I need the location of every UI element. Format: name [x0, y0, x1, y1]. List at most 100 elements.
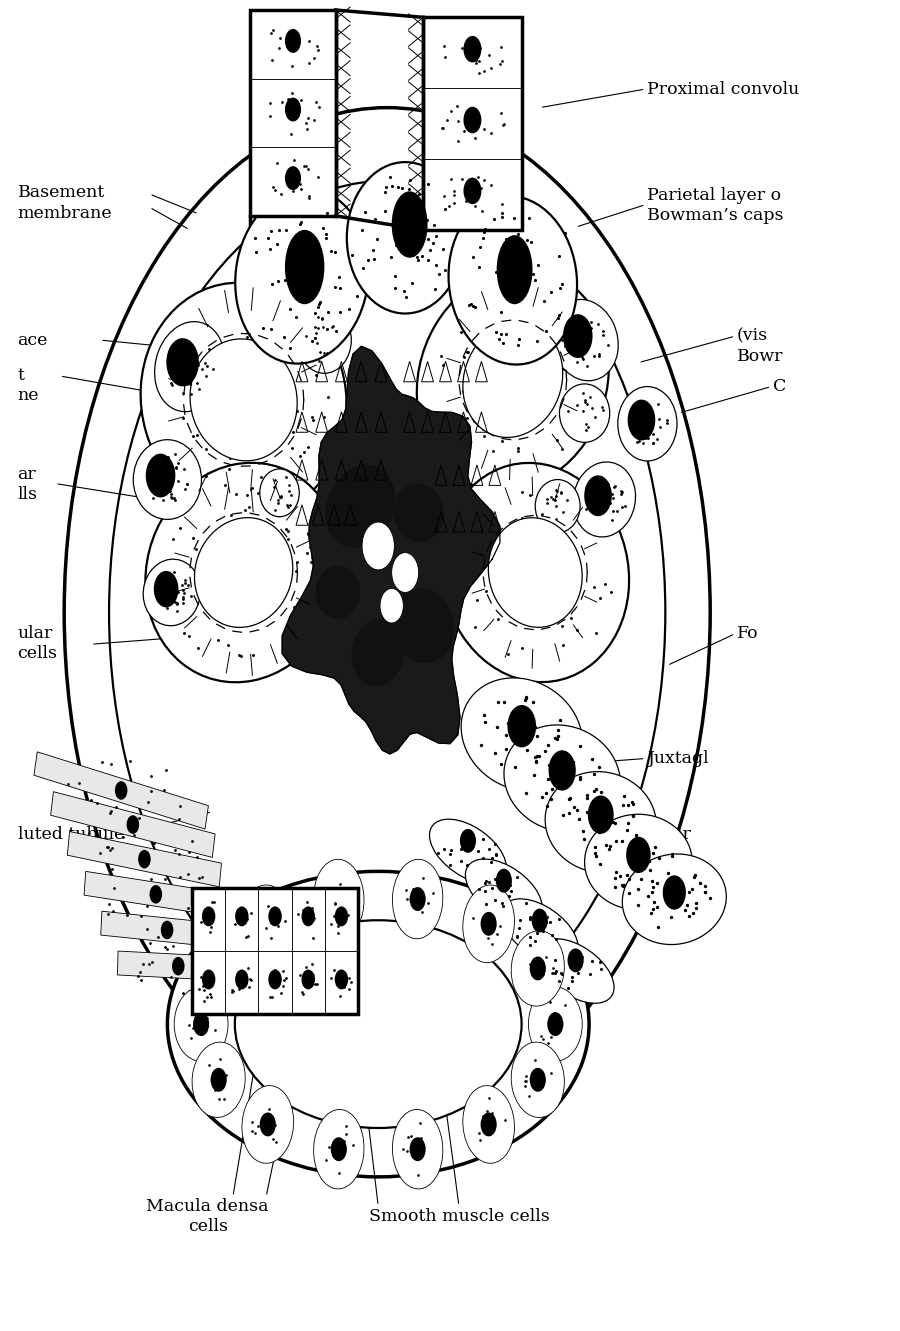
Point — [558, 230, 572, 252]
Point — [231, 978, 246, 1000]
Point — [608, 876, 622, 897]
Point — [481, 904, 495, 925]
Point — [199, 1008, 213, 1029]
Point — [178, 478, 193, 499]
Ellipse shape — [285, 230, 324, 305]
Point — [324, 882, 338, 904]
Point — [269, 153, 284, 174]
Point — [511, 437, 526, 458]
Point — [158, 572, 172, 594]
Point — [482, 839, 497, 860]
Point — [266, 49, 280, 71]
Point — [297, 442, 311, 463]
Point — [200, 317, 214, 338]
Point — [142, 953, 157, 974]
Point — [400, 1141, 414, 1162]
Point — [179, 494, 194, 515]
Point — [276, 970, 291, 992]
Point — [338, 248, 352, 269]
Point — [202, 579, 216, 600]
Point — [159, 938, 174, 960]
Point — [298, 326, 312, 347]
Point — [165, 583, 179, 604]
Point — [558, 994, 572, 1016]
Bar — [258, 952, 292, 1014]
Point — [582, 801, 597, 823]
Point — [544, 212, 558, 233]
Point — [266, 176, 281, 197]
Point — [263, 986, 277, 1008]
Point — [247, 382, 261, 403]
Point — [172, 808, 186, 829]
Point — [687, 866, 701, 888]
Point — [646, 843, 661, 864]
Point — [461, 520, 475, 542]
Point — [294, 212, 309, 233]
Point — [370, 222, 384, 244]
Point — [324, 886, 338, 908]
Point — [632, 431, 646, 453]
Point — [472, 1129, 487, 1150]
Point — [158, 912, 173, 933]
Point — [349, 285, 364, 306]
Point — [207, 1079, 221, 1101]
Point — [534, 222, 548, 244]
Point — [608, 813, 622, 835]
Point — [546, 962, 561, 984]
Ellipse shape — [504, 725, 620, 832]
Point — [220, 952, 235, 973]
Point — [490, 844, 504, 865]
Point — [596, 325, 610, 346]
Point — [300, 542, 314, 563]
Point — [543, 238, 557, 260]
Point — [565, 334, 580, 355]
Point — [285, 83, 300, 104]
Point — [310, 40, 325, 61]
Point — [225, 982, 239, 1004]
Point — [495, 202, 509, 224]
Point — [123, 751, 138, 772]
Point — [280, 495, 294, 516]
Point — [177, 622, 192, 643]
Ellipse shape — [392, 588, 454, 663]
Point — [580, 487, 595, 508]
Point — [530, 330, 544, 351]
Point — [292, 965, 307, 986]
Point — [437, 47, 452, 68]
Point — [301, 523, 315, 544]
Point — [193, 550, 207, 571]
Point — [665, 873, 680, 894]
Point — [302, 31, 316, 52]
Point — [588, 406, 602, 427]
Point — [516, 233, 530, 254]
Point — [177, 568, 192, 590]
Point — [219, 1065, 233, 1086]
Text: ar: ar — [17, 466, 36, 483]
Ellipse shape — [537, 938, 614, 1004]
Point — [211, 630, 225, 651]
Point — [561, 773, 575, 795]
Circle shape — [260, 912, 276, 936]
Point — [438, 260, 453, 281]
Point — [264, 928, 278, 949]
Point — [198, 366, 212, 387]
Point — [485, 1117, 500, 1138]
Point — [399, 880, 413, 901]
Point — [176, 588, 190, 610]
Ellipse shape — [617, 386, 677, 461]
Point — [454, 851, 469, 872]
Point — [285, 100, 300, 121]
Point — [580, 386, 594, 407]
Point — [467, 297, 482, 318]
Point — [530, 922, 544, 944]
Point — [538, 740, 553, 761]
Point — [159, 598, 174, 619]
Ellipse shape — [175, 986, 228, 1061]
Point — [382, 166, 397, 188]
Ellipse shape — [315, 566, 360, 619]
Point — [593, 781, 608, 803]
Ellipse shape — [235, 920, 522, 1127]
Polygon shape — [101, 912, 233, 949]
Ellipse shape — [242, 885, 293, 962]
Point — [595, 397, 609, 418]
